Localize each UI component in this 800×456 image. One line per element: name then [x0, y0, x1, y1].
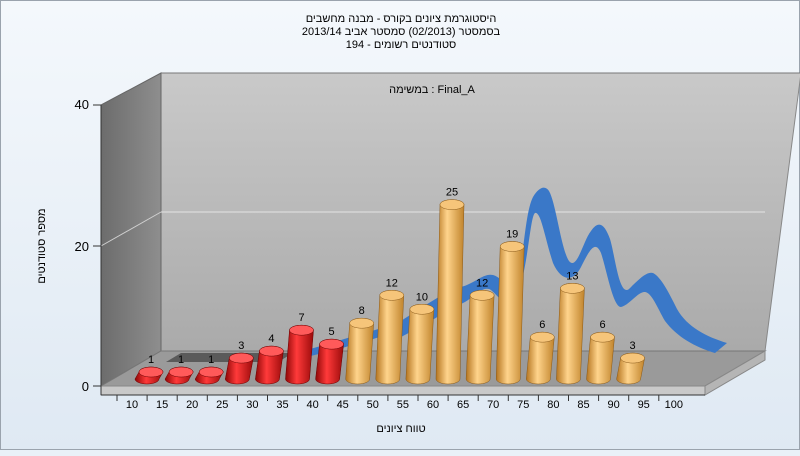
x-tick-label-30: 30: [246, 399, 258, 411]
value-label-1: 1: [178, 354, 184, 366]
x-tick-label-60: 60: [427, 399, 439, 411]
chart-annotation: במשימה : Final_A: [389, 84, 475, 96]
bar-0: [134, 366, 164, 385]
bar-top: [620, 352, 645, 364]
value-label-7: 8: [359, 305, 365, 317]
value-label-0: 1: [148, 354, 154, 366]
bar-top: [379, 290, 405, 301]
x-tick-label-20: 20: [186, 399, 198, 411]
bar-8: [375, 290, 405, 385]
value-label-12: 19: [506, 228, 518, 240]
value-label-3: 3: [238, 340, 244, 352]
bar-body: [405, 304, 435, 385]
x-tick-label-80: 80: [547, 399, 559, 411]
value-label-2: 1: [208, 354, 214, 366]
x-tick-label-95: 95: [638, 399, 650, 411]
y-tick-label-0: 0: [82, 379, 89, 394]
y-tick-label-40: 40: [75, 97, 89, 112]
x-tick-label-45: 45: [337, 399, 349, 411]
x-axis: טווח ציונים: [101, 394, 705, 435]
bar-top: [499, 241, 525, 252]
bar-14: [556, 283, 585, 385]
x-tick-label-25: 25: [216, 399, 228, 411]
bar-4: [255, 345, 284, 385]
chart-title: היסטוגרמת ציונים בקורס - מבנה מחשבים בסמ…: [302, 13, 501, 51]
value-label-14: 13: [566, 270, 578, 282]
bar-6: [315, 338, 344, 385]
bar-body: [495, 241, 525, 385]
bar-body: [556, 283, 585, 385]
bar-16: [616, 352, 645, 385]
x-tick-label-55: 55: [397, 399, 409, 411]
bar-3: [225, 352, 254, 385]
bar-top: [319, 338, 344, 350]
bar-body: [465, 290, 495, 385]
bar-top: [560, 283, 585, 294]
bar-15: [586, 331, 615, 385]
value-label-5: 7: [298, 312, 304, 324]
bar-top: [349, 317, 374, 329]
x-ticks-group: 10 15 20 25 30 35 40 45 50 55 60 65 70 75 80 85 90 95 100: [116, 395, 683, 411]
bar-1: [164, 366, 194, 385]
y-tick-label-20: 20: [75, 239, 89, 254]
bar-9: [405, 304, 435, 385]
x-tick-label-50: 50: [367, 399, 379, 411]
x-tick-label-15: 15: [156, 399, 168, 411]
bar-10: [435, 199, 465, 385]
value-label-9: 10: [416, 291, 428, 303]
bar-11: [465, 290, 495, 385]
value-label-13: 6: [539, 319, 545, 331]
bar-12: [495, 241, 525, 385]
x-tick-label-10: 10: [126, 399, 138, 411]
bar-top: [289, 324, 314, 336]
title-line-3: 194 - סטודנטים רשומים: [346, 39, 457, 51]
bar-body: [435, 199, 465, 385]
bar-top: [229, 352, 254, 364]
bar-top: [590, 331, 615, 343]
y-axis: 40 20 0 מספר סטודנטים: [36, 97, 102, 395]
value-label-8: 12: [386, 277, 398, 289]
value-label-10: 25: [446, 187, 458, 199]
bar-top: [138, 366, 164, 378]
bar-5: [285, 324, 314, 385]
x-tick-label-85: 85: [577, 399, 589, 411]
bar-top: [530, 331, 555, 343]
value-label-16: 3: [630, 340, 636, 352]
value-label-4: 4: [268, 333, 274, 345]
trend-ribbon: [391, 187, 727, 353]
x-tick-label-90: 90: [607, 399, 619, 411]
x-axis-title: טווח ציונים: [376, 423, 425, 435]
bar-body: [375, 290, 405, 385]
bar-top: [409, 304, 435, 315]
x-tick-label-40: 40: [306, 399, 318, 411]
bar-2: [194, 366, 224, 385]
value-label-11: 12: [476, 277, 488, 289]
bar-top: [259, 345, 284, 357]
title-line-1: היסטוגרמת ציונים בקורס - מבנה מחשבים: [306, 13, 497, 25]
bar-7: [345, 317, 374, 385]
bar-13: [526, 331, 555, 385]
x-tick-label-35: 35: [276, 399, 288, 411]
bars-group: [134, 199, 645, 385]
title-line-2: בסמסטר (02/2013) סמסטר אביב 2013/14: [302, 26, 501, 38]
plot-floor-edge: [100, 385, 706, 396]
bar-top: [439, 199, 465, 210]
x-tick-label-70: 70: [487, 399, 499, 411]
x-tick-label-65: 65: [457, 399, 469, 411]
plot-floor-side: [704, 350, 766, 396]
bar-top: [198, 366, 224, 378]
bar-top: [469, 290, 495, 301]
bar-top: [168, 366, 194, 378]
y-axis-title: מספר סטודנטים: [36, 208, 48, 283]
value-label-6: 5: [329, 326, 335, 338]
gridline-20-wall: [100, 211, 162, 247]
value-label-15: 6: [599, 319, 605, 331]
x-tick-label-75: 75: [517, 399, 529, 411]
x-tick-label-100: 100: [665, 399, 683, 411]
